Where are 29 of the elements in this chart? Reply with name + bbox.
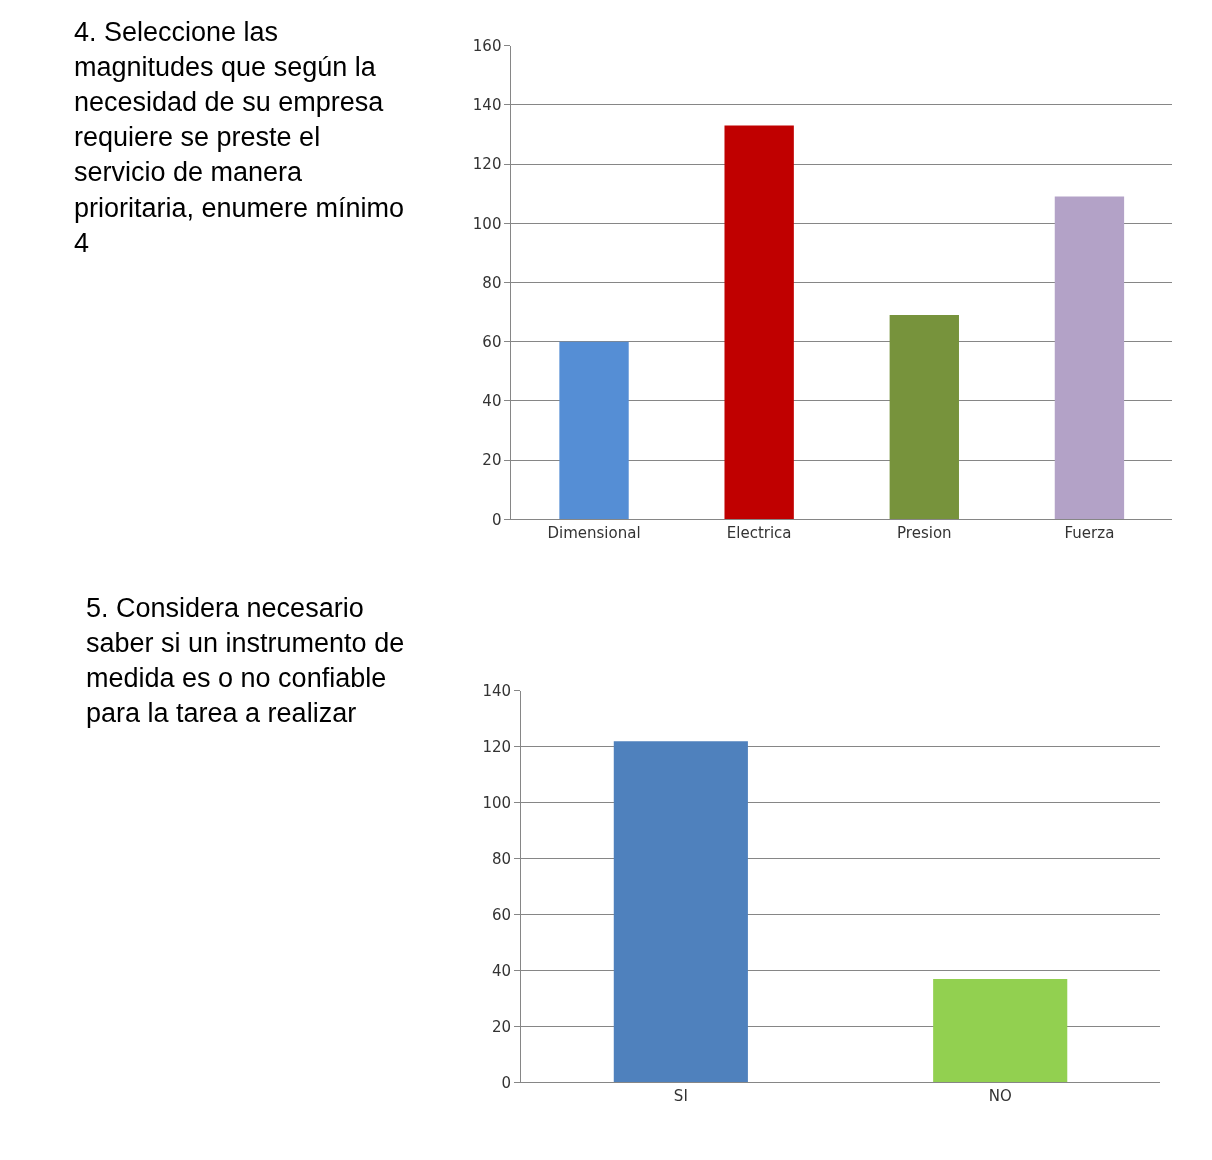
- y-tick-label: 100: [482, 793, 512, 812]
- y-tick-label: 80: [482, 273, 502, 292]
- y-tick-label: 0: [491, 510, 502, 529]
- y-tick-label: 80: [492, 849, 512, 868]
- x-tick-label: Presion: [897, 524, 952, 543]
- y-tick-label: 100: [472, 214, 502, 233]
- y-tick-label: 40: [492, 961, 512, 980]
- y-tick-label: 140: [482, 682, 512, 701]
- y-tick-label: 140: [472, 96, 502, 115]
- bar: [724, 125, 794, 520]
- bar: [889, 315, 959, 520]
- y-tick-label: 120: [472, 155, 502, 174]
- bar: [1054, 196, 1125, 520]
- x-tick-label: Electrica: [726, 524, 792, 543]
- y-tick-label: 60: [482, 333, 502, 351]
- y-tick-label: 60: [492, 905, 512, 924]
- x-tick-label: Dimensional: [547, 524, 641, 543]
- x-tick-label: NO: [988, 1087, 1012, 1106]
- y-tick-label: 20: [492, 1017, 512, 1036]
- bar: [559, 341, 629, 520]
- y-tick-label: 0: [501, 1073, 512, 1092]
- text: 4. Seleccione las magnitudes que según la necesidad de su empresa requiere se preste el servicio de manera prioritaria, enumere mínimo 4: [74, 17, 405, 258]
- y-tick-label: 40: [482, 392, 502, 411]
- y-tick-label: 20: [482, 451, 502, 470]
- y-tick-label: 120: [482, 737, 512, 756]
- x-tick-label: SI: [673, 1087, 688, 1106]
- text: 5. Considera necesario saber si un instrumento de medida es o no confiable para la tarea a realizar: [86, 593, 405, 729]
- y-tick-label: 160: [472, 36, 502, 55]
- x-tick-label: Fuerza: [1064, 524, 1115, 543]
